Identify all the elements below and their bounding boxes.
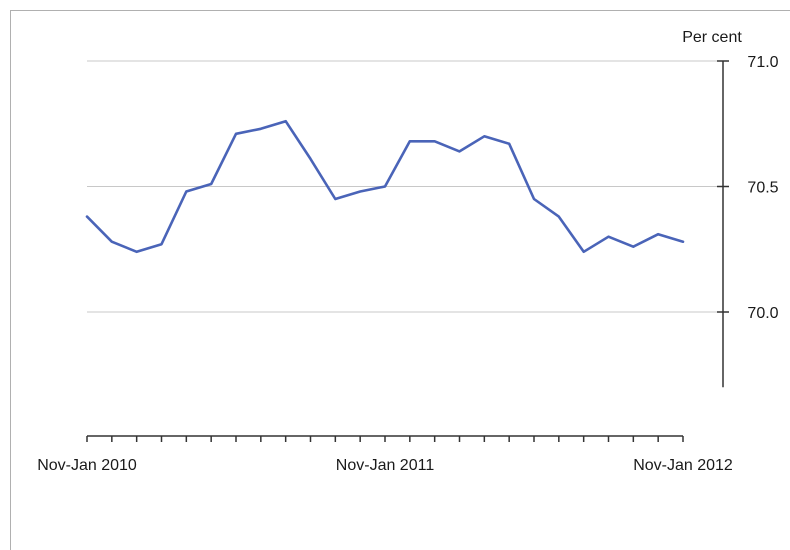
data-point [184, 190, 188, 194]
chart-frame [10, 10, 790, 550]
x-tick-label: Nov-Jan 2011 [336, 457, 435, 474]
data-point [259, 127, 263, 131]
data-point [110, 240, 114, 244]
data-point [284, 119, 288, 123]
data-point [582, 250, 586, 254]
data-point [433, 139, 437, 143]
data-point [557, 215, 561, 219]
data-point [309, 157, 313, 161]
x-tick-label: Nov-Jan 2010 [37, 457, 137, 474]
gridlines [87, 60, 723, 313]
data-point [507, 142, 511, 146]
data-point [408, 139, 412, 143]
x-tick-labels: Nov-Jan 2010 Nov-Jan 2011 Nov-Jan 2012 [37, 457, 733, 474]
data-point [681, 240, 685, 244]
data-point [482, 134, 486, 138]
series [85, 119, 685, 254]
data-point [135, 250, 139, 254]
data-point [85, 215, 89, 219]
y-axis-label: Per cent [682, 29, 742, 46]
data-point [458, 149, 462, 153]
y-tick-label: 70.5 [747, 180, 778, 197]
data-point [234, 132, 238, 136]
y-tick-label: 71.0 [747, 54, 778, 71]
series-line [85, 119, 685, 254]
data-point [333, 197, 337, 201]
data-point [383, 185, 387, 189]
y-tick-labels: 71.0 70.5 70.0 [747, 54, 778, 322]
data-point [358, 190, 362, 194]
axes [86, 60, 729, 442]
y-tick-label: 70.0 [747, 305, 778, 322]
data-point [607, 235, 611, 239]
data-point [656, 232, 660, 236]
data-point [209, 182, 213, 186]
x-tick-label: Nov-Jan 2012 [633, 457, 733, 474]
data-point [631, 245, 635, 249]
data-point [160, 242, 164, 246]
data-point [532, 197, 536, 201]
